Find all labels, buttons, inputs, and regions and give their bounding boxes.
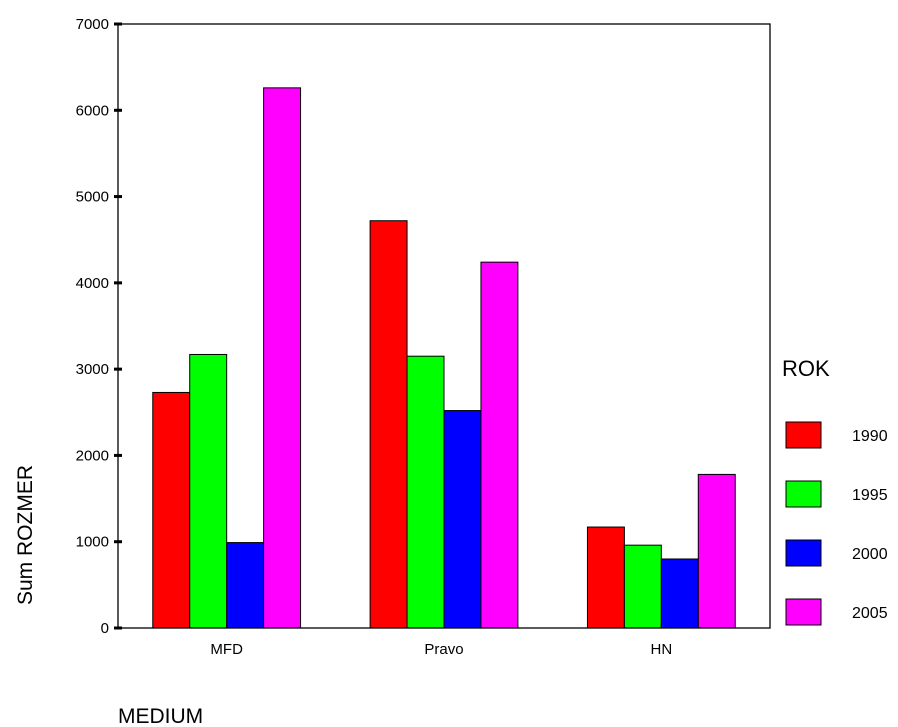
bars-layer xyxy=(152,87,736,629)
legend-swatch xyxy=(785,598,822,626)
bar-2005-HN xyxy=(697,473,736,629)
y-tick-label: 5000 xyxy=(76,189,109,206)
bar-2005-MFD xyxy=(263,87,302,629)
bar-1995-HN xyxy=(623,544,662,629)
y-tick-label: 6000 xyxy=(76,102,109,119)
y-tick-label: 2000 xyxy=(76,447,109,464)
bar-1995-Pravo xyxy=(406,355,445,629)
legend-label: 1995 xyxy=(852,487,888,504)
legend-label: 1990 xyxy=(852,428,888,445)
y-axis: 0 1000 2000 3000 4000 5000 6000 7000 xyxy=(76,16,122,637)
y-tick-label: 3000 xyxy=(76,361,109,378)
x-tick-label: Pravo xyxy=(424,641,463,658)
legend-title: ROK xyxy=(782,356,830,381)
bar-1995-MFD xyxy=(189,353,228,629)
legend-swatch xyxy=(785,480,822,508)
legend-label: 2005 xyxy=(852,605,888,622)
y-tick-label: 0 xyxy=(101,620,109,637)
y-tick-label: 1000 xyxy=(76,534,109,551)
bar-1990-Pravo xyxy=(369,220,408,629)
y-axis-title: Sum ROZMER xyxy=(14,465,37,605)
legend-label: 2000 xyxy=(852,546,888,563)
y-tick-label: 4000 xyxy=(76,275,109,292)
bar-2005-Pravo xyxy=(480,261,519,629)
x-axis: MFD Pravo HN xyxy=(210,624,672,658)
legend-swatch xyxy=(785,539,822,567)
x-tick-label: HN xyxy=(650,641,672,658)
bar-1990-MFD xyxy=(152,391,191,629)
x-tick-label: MFD xyxy=(210,641,243,658)
legend-swatch xyxy=(785,421,822,449)
bar-2000-Pravo xyxy=(443,410,482,629)
bar-1990-HN xyxy=(586,526,625,629)
legend: ROK 1990 1995 2000 2005 xyxy=(782,356,888,626)
x-axis-title: MEDIUM xyxy=(118,705,203,727)
bar-2000-HN xyxy=(660,558,699,629)
y-tick-label: 7000 xyxy=(76,16,109,33)
bar-2000-MFD xyxy=(226,542,265,629)
